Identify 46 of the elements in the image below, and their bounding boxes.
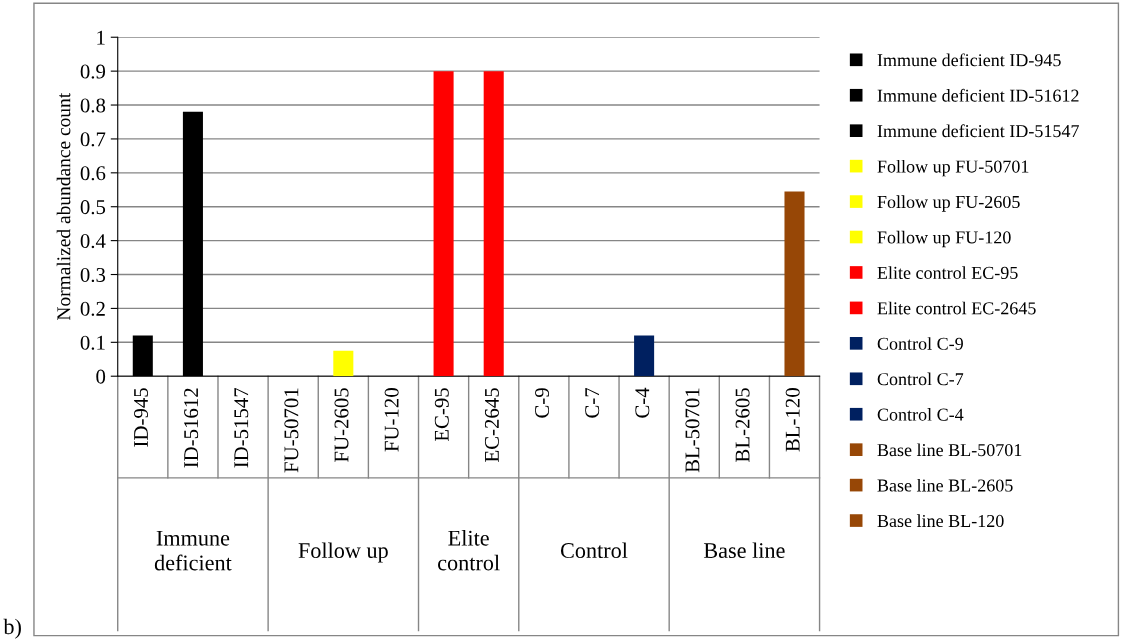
legend-label: Control C-4 [877,408,964,421]
legend-label: Base line BL-120 [877,514,1004,528]
text: Elite control [438,530,500,571]
x-tick-label: FU-2605 [334,388,349,462]
legend-label: Control C-7 [877,372,964,386]
legend-label: Follow up FU-50701 [877,159,1029,177]
legend-label: Follow up FU-120 [877,230,1011,248]
y-tick-label: 0.9 [80,64,106,79]
x-tick-label: ID-51612 [184,388,199,468]
legend-label: Elite control EC-2645 [877,301,1036,315]
x-tick-label: EC-95 [434,388,449,442]
text: Immune deficient [154,530,232,571]
text: Follow up [298,542,388,563]
x-tick-label: ID-945 [134,388,149,447]
x-tick-label: FU-120 [384,388,399,452]
x-tick-label: BL-50701 [685,388,700,473]
x-tick-label: C-7 [585,387,600,418]
x-tick-label: ID-51547 [234,387,249,468]
x-tick-label: C-9 [535,388,550,418]
text: Base line [703,542,785,559]
x-tick-label: BL-2605 [735,388,750,462]
y-tick-label: 0.5 [80,200,106,215]
y-tick-label: 0.2 [80,301,105,316]
legend-label: Control C-9 [877,337,963,350]
y-axis-title: Normalized abundance count [56,92,71,321]
x-tick-label: FU-50701 [284,388,299,473]
legend-label: Follow up FU-2605 [877,195,1020,212]
y-tick-label: 0.3 [80,267,106,283]
y-tick-label: 0 [96,369,106,384]
y-tick-label: 1 [97,30,105,45]
legend-label: Immune deficient ID-51547 [877,124,1079,138]
y-tick-label: 0.8 [80,98,106,113]
y-tick-label: 0.6 [80,166,106,181]
x-tick-label: BL-120 [785,388,800,452]
legend-label: Immune deficient ID-945 [877,53,1061,67]
y-tick-label: 0.7 [80,132,106,147]
legend-label: Base line BL-2605 [877,478,1013,492]
y-tick-label: 0.1 [80,335,105,350]
x-tick-label: C-4 [635,387,650,418]
legend-label: Elite control EC-95 [877,266,1018,279]
text: b) [3,618,21,639]
legend-label: Immune deficient ID-51612 [877,88,1079,102]
y-tick-label: 0.4 [80,234,106,249]
legend-label: Base line BL-50701 [877,443,1022,457]
text: Control [560,542,628,559]
x-tick-label: EC-2645 [484,388,499,462]
